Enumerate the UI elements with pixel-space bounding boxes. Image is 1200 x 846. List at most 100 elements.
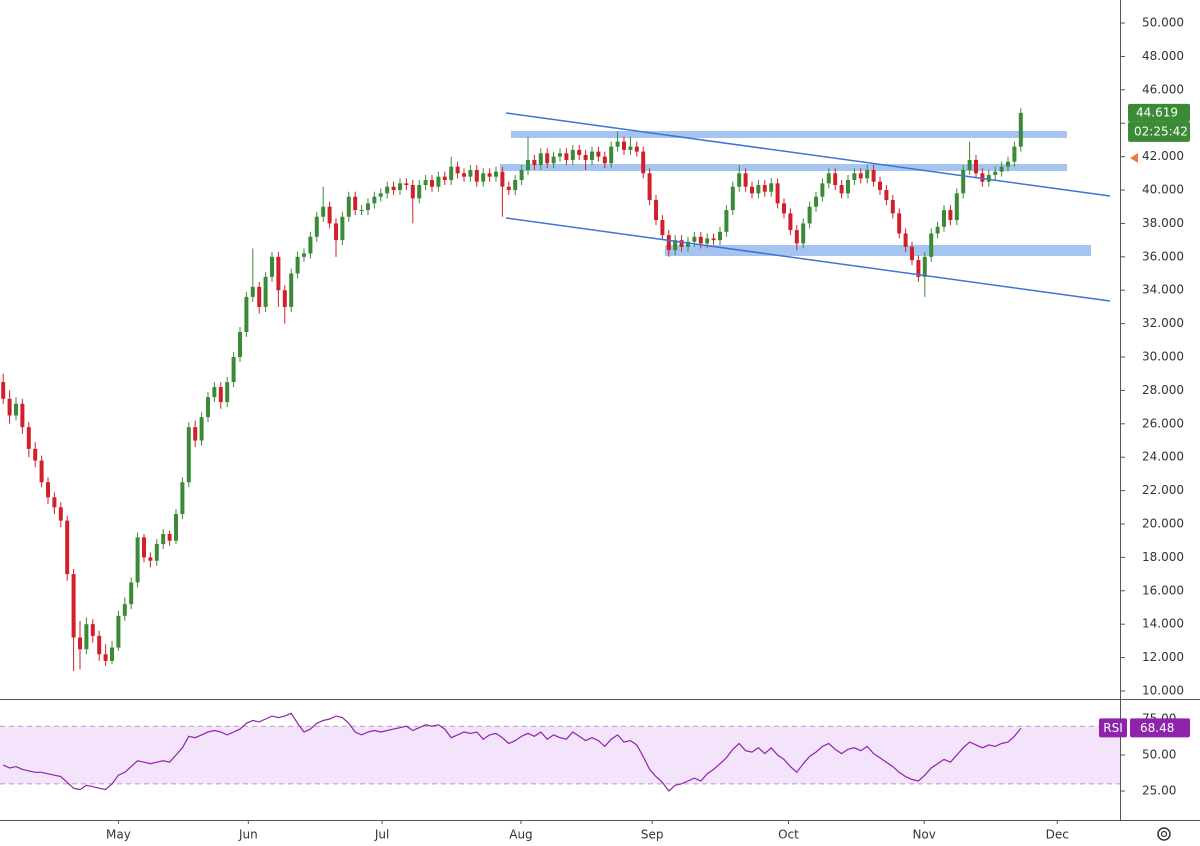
x-tick-label: Sep [641,828,664,842]
candle-body [385,186,390,194]
candle-body [782,203,786,214]
candle-body [622,141,626,150]
candle-body [65,520,70,575]
candle-body [154,544,159,561]
candle-body [769,183,774,192]
candle-body [519,169,524,181]
x-tick-label: Nov [912,828,935,842]
x-tick-label: May [106,828,131,842]
candle-body [161,534,166,545]
candle-body [583,154,588,160]
candle-body [730,186,735,211]
candle-body [346,196,351,217]
rsi-value-tag [1130,718,1190,738]
y-tick-label: 50.000 [1142,16,1184,30]
candle-body [84,624,89,650]
candle-body [353,196,358,211]
candle-body [455,166,460,174]
candle-body [954,193,959,221]
candle-body [244,296,249,332]
candle-body [494,171,498,177]
candle-body [538,153,543,165]
candle-body [122,604,127,616]
candle-body [545,153,550,164]
zone [500,164,1067,171]
y-tick-label: 28.000 [1142,383,1184,397]
candle-body [462,173,466,177]
candle-body [231,357,236,383]
candle-body [916,260,921,277]
rsi-band [0,726,1120,784]
candle-body [590,151,594,160]
candle-body [628,146,633,150]
x-tick-label: Jun [238,828,258,842]
candle-body [961,169,966,194]
candle-body [423,180,428,186]
candle-body [615,141,620,147]
candle-body [398,183,402,191]
candle-body [257,286,262,307]
candle-body [942,210,946,227]
candle-body [826,173,831,184]
y-tick-label: 38.000 [1142,216,1184,230]
candle-body [417,185,422,199]
zone [511,131,1067,138]
candle-body [7,398,12,416]
candle-body [577,149,582,155]
rsi-y-tick-label: 25.00 [1142,784,1176,798]
candle-body [871,169,876,182]
candle-body [929,233,934,257]
candle-body [135,537,140,583]
candle-body [46,482,50,498]
candle-body [564,153,569,160]
y-tick-label: 48.000 [1142,49,1184,63]
candle-body [327,206,332,224]
trend-line [505,112,1111,197]
candle-body [833,173,838,186]
support-resistance-zones [500,131,1091,256]
candle-body [846,180,850,194]
candle-body [442,176,447,181]
candle-body [762,185,767,192]
candle-body [52,497,57,508]
candle-body [967,159,972,170]
candle-body [270,256,274,277]
candle-body [340,216,345,241]
candle-body [814,196,818,207]
candle-body [513,180,518,191]
candle-body [193,427,198,441]
gear-hub[interactable] [1160,830,1168,838]
x-tick-label: Jul [374,828,389,842]
gear[interactable] [1157,827,1171,841]
y-tick-label: 42.000 [1142,149,1184,163]
candle-body [410,185,415,199]
y-tick-label: 26.000 [1142,416,1184,430]
settings-icon[interactable] [1157,827,1171,841]
candle-body [903,233,908,247]
y-tick-label: 24.000 [1142,450,1184,464]
y-tick-label: 18.000 [1142,550,1184,564]
candle-body [692,236,697,242]
candle-body [698,236,703,244]
candle-body [103,654,108,661]
candle-body [263,276,268,307]
candle-body [391,186,396,191]
candle-body [641,151,646,174]
y-tick-label: 34.000 [1142,283,1184,297]
candle-body [180,482,185,514]
rsi-y-tick-label: 50.00 [1142,748,1176,762]
candle-body [186,427,191,483]
candle-body [506,186,511,191]
y-tick-label: 40.000 [1142,183,1184,197]
candle-body [500,171,505,187]
candle-body [20,403,25,428]
candle-body [90,624,95,636]
candle-body [206,397,210,418]
candle-body [532,159,537,165]
candle-body [97,635,102,655]
candle-body [890,200,895,214]
candle-body [276,256,281,291]
candle-body [78,637,82,650]
candle-body [110,647,114,661]
